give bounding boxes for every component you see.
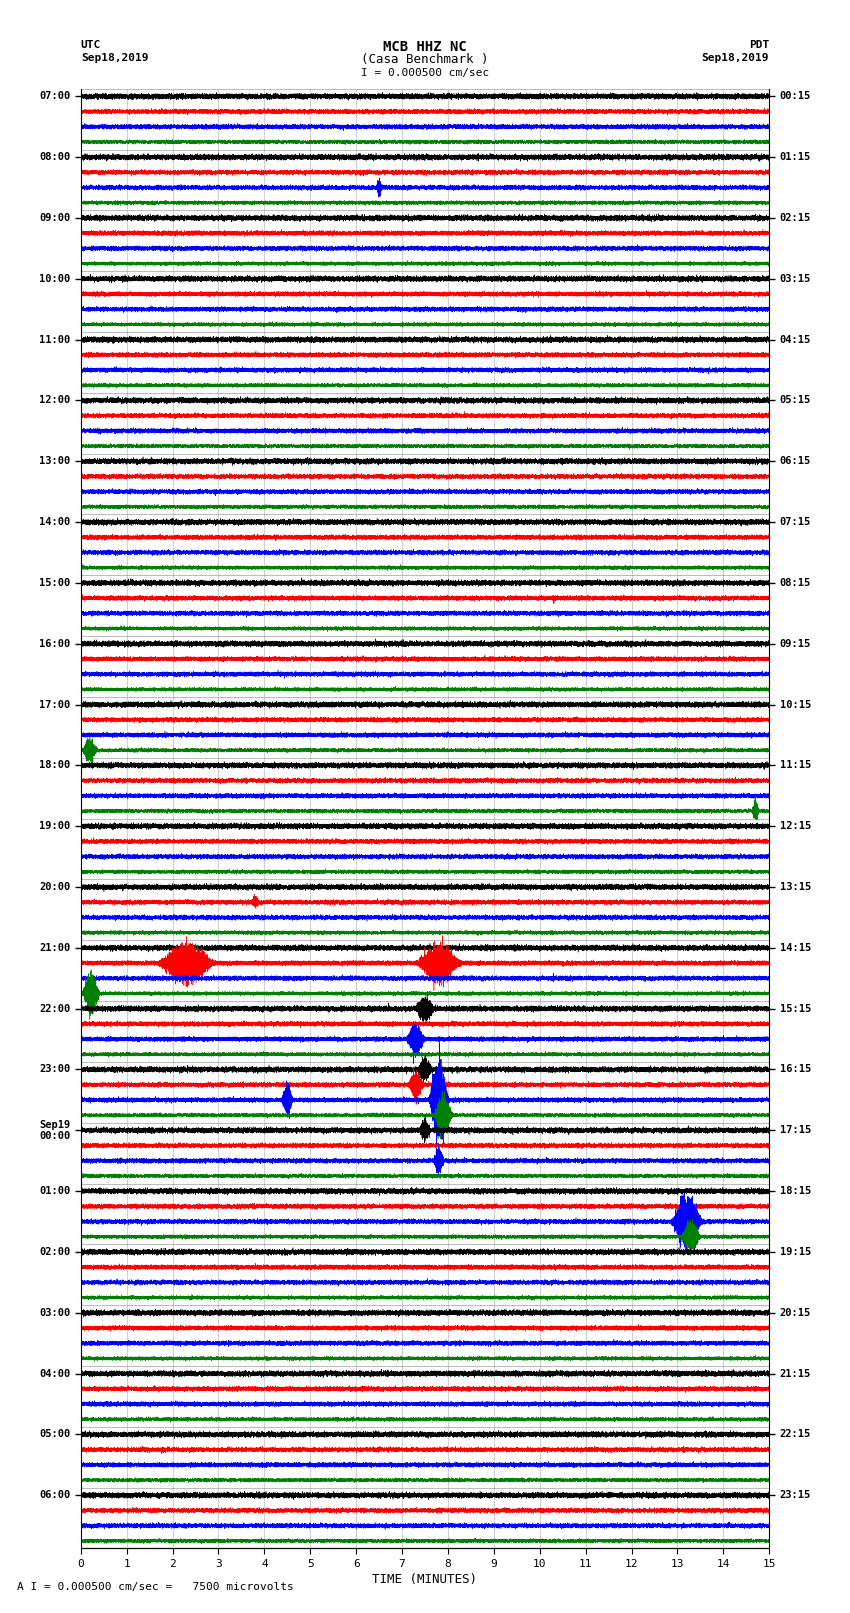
- Text: A I = 0.000500 cm/sec =   7500 microvolts: A I = 0.000500 cm/sec = 7500 microvolts: [17, 1582, 294, 1592]
- X-axis label: TIME (MINUTES): TIME (MINUTES): [372, 1573, 478, 1586]
- Text: I = 0.000500 cm/sec: I = 0.000500 cm/sec: [361, 68, 489, 77]
- Text: (Casa Benchmark ): (Casa Benchmark ): [361, 53, 489, 66]
- Text: Sep18,2019: Sep18,2019: [702, 53, 769, 63]
- Text: MCB HHZ NC: MCB HHZ NC: [383, 40, 467, 55]
- Text: PDT: PDT: [749, 40, 769, 50]
- Text: UTC: UTC: [81, 40, 101, 50]
- Text: Sep18,2019: Sep18,2019: [81, 53, 148, 63]
